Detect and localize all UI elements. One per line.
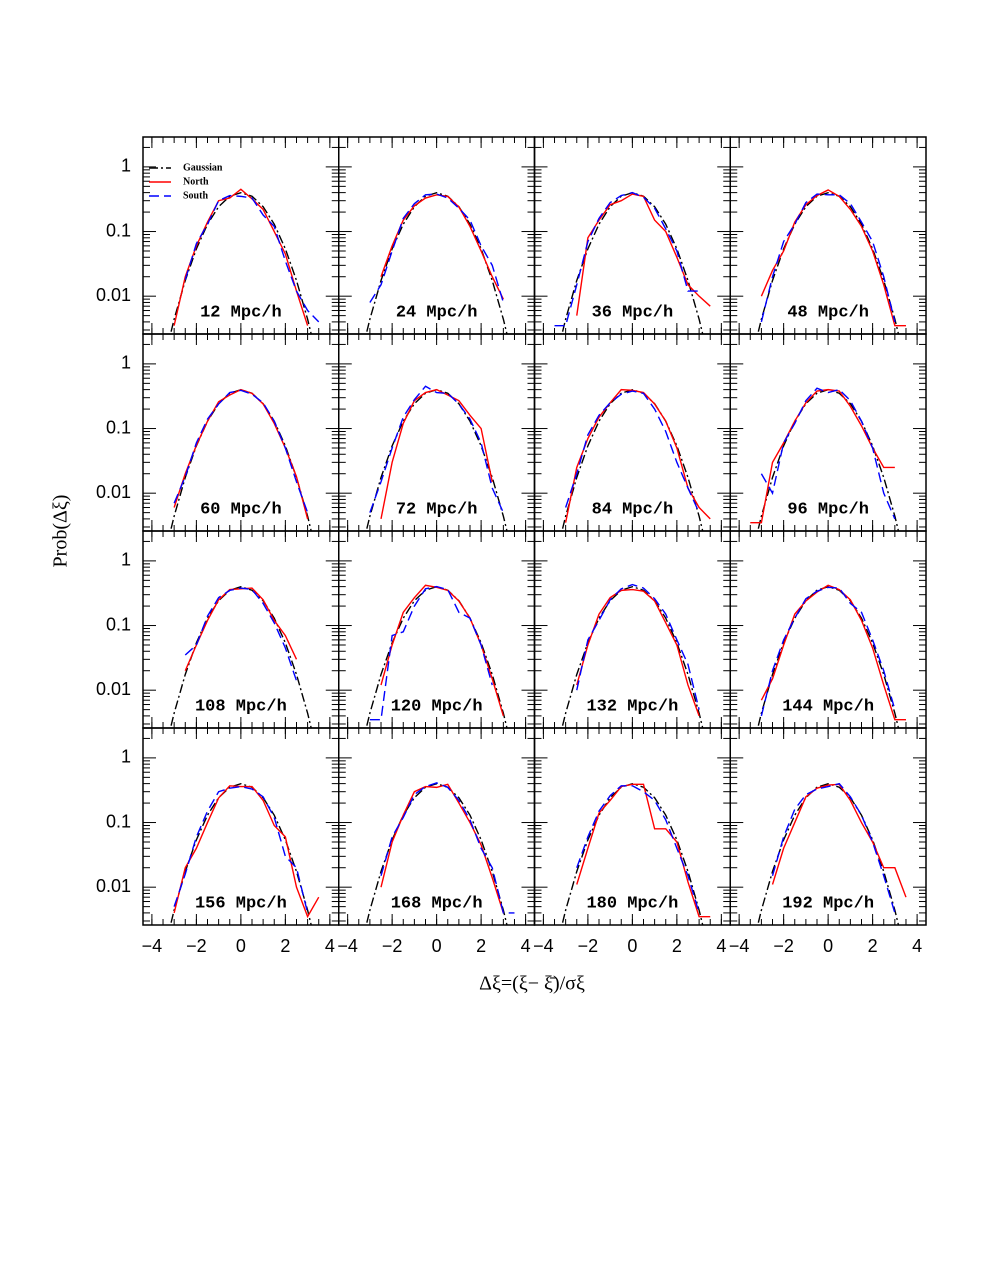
series-line xyxy=(576,783,711,918)
panel-label: 132 Mpc/h xyxy=(586,697,678,716)
x-tick-label: −2 xyxy=(773,936,794,956)
y-tick-label: 1 xyxy=(121,156,131,176)
legend-label: North xyxy=(183,176,209,187)
series-line xyxy=(369,585,493,721)
x-tick-label: 2 xyxy=(280,936,290,956)
y-tick-label: 1 xyxy=(121,353,131,373)
panel-label: 36 Mpc/h xyxy=(592,303,674,322)
series-line xyxy=(169,191,312,334)
y-tick-label: 0.1 xyxy=(106,417,131,437)
y-tick-label: 1 xyxy=(121,747,131,767)
x-tick-label: −2 xyxy=(382,936,403,956)
x-tick-label: 0 xyxy=(236,936,246,956)
series-line xyxy=(369,193,505,303)
series-line xyxy=(380,194,504,300)
series-line xyxy=(184,194,320,323)
y-axis-label: Prob(Δξ) xyxy=(50,495,72,568)
panel-label: 144 Mpc/h xyxy=(782,697,874,716)
x-tick-label: −4 xyxy=(533,936,554,956)
panel-label: 180 Mpc/h xyxy=(586,894,678,913)
x-tick-label: 0 xyxy=(432,936,442,956)
series-line xyxy=(757,191,900,334)
series-line xyxy=(561,585,704,728)
x-tick-label: 2 xyxy=(672,936,682,956)
x-tick-label: 4 xyxy=(521,936,531,956)
panel-label: 120 Mpc/h xyxy=(391,697,483,716)
legend-label: Gaussian xyxy=(183,162,223,173)
x-tick-label: 4 xyxy=(912,936,922,956)
series-line xyxy=(576,193,711,316)
y-tick-label: 0.1 xyxy=(106,811,131,831)
series-line xyxy=(576,583,700,710)
series-line xyxy=(576,588,700,717)
x-tick-label: 0 xyxy=(627,936,637,956)
x-tick-label: 2 xyxy=(868,936,878,956)
series-line xyxy=(561,782,704,925)
series-line xyxy=(771,782,896,914)
panel-label: 168 Mpc/h xyxy=(391,894,483,913)
series-line xyxy=(760,189,906,327)
y-tick-label: 0.01 xyxy=(96,482,131,502)
legend-label: South xyxy=(183,190,208,201)
series-line xyxy=(169,585,312,728)
series-line xyxy=(564,390,700,513)
panel-label: 96 Mpc/h xyxy=(787,500,869,519)
series-line xyxy=(554,191,700,327)
series-line xyxy=(365,191,508,334)
x-tick-label: −4 xyxy=(729,936,750,956)
y-tick-label: 0.1 xyxy=(106,614,131,634)
series-line xyxy=(564,388,711,523)
panel-label: 12 Mpc/h xyxy=(200,303,282,322)
x-tick-label: −4 xyxy=(142,936,163,956)
x-tick-label: 4 xyxy=(325,936,335,956)
series-line xyxy=(369,385,504,513)
y-tick-label: 0.01 xyxy=(96,679,131,699)
y-tick-label: 0.01 xyxy=(96,876,131,896)
panel-label: 108 Mpc/h xyxy=(195,697,287,716)
series-line xyxy=(760,387,896,520)
x-tick-label: 2 xyxy=(476,936,486,956)
series-line xyxy=(576,785,700,914)
panel-label: 24 Mpc/h xyxy=(396,303,478,322)
panel-label: 192 Mpc/h xyxy=(782,894,874,913)
series-line xyxy=(184,587,298,671)
panel-label: 60 Mpc/h xyxy=(200,500,282,519)
x-tick-label: −2 xyxy=(186,936,207,956)
series-line xyxy=(760,193,896,323)
panel-label: 156 Mpc/h xyxy=(195,894,287,913)
y-tick-label: 0.01 xyxy=(96,285,131,305)
series-line xyxy=(173,785,320,919)
series-line xyxy=(760,586,896,717)
series-line xyxy=(380,782,515,914)
series-line xyxy=(173,389,309,513)
panel-label: 48 Mpc/h xyxy=(787,303,869,322)
y-tick-label: 1 xyxy=(121,550,131,570)
panel-label: 84 Mpc/h xyxy=(592,500,674,519)
series-line xyxy=(380,584,505,717)
x-tick-label: 4 xyxy=(716,936,726,956)
series-line xyxy=(380,388,493,520)
x-tick-label: 0 xyxy=(823,936,833,956)
x-axis-label: Δξ=(ξ− ξ̄)/σξ xyxy=(479,973,585,995)
y-tick-label: 0.1 xyxy=(106,220,131,240)
series-line xyxy=(184,587,298,681)
x-tick-label: −4 xyxy=(337,936,358,956)
panel-label: 72 Mpc/h xyxy=(396,500,478,519)
x-tick-label: −2 xyxy=(578,936,599,956)
